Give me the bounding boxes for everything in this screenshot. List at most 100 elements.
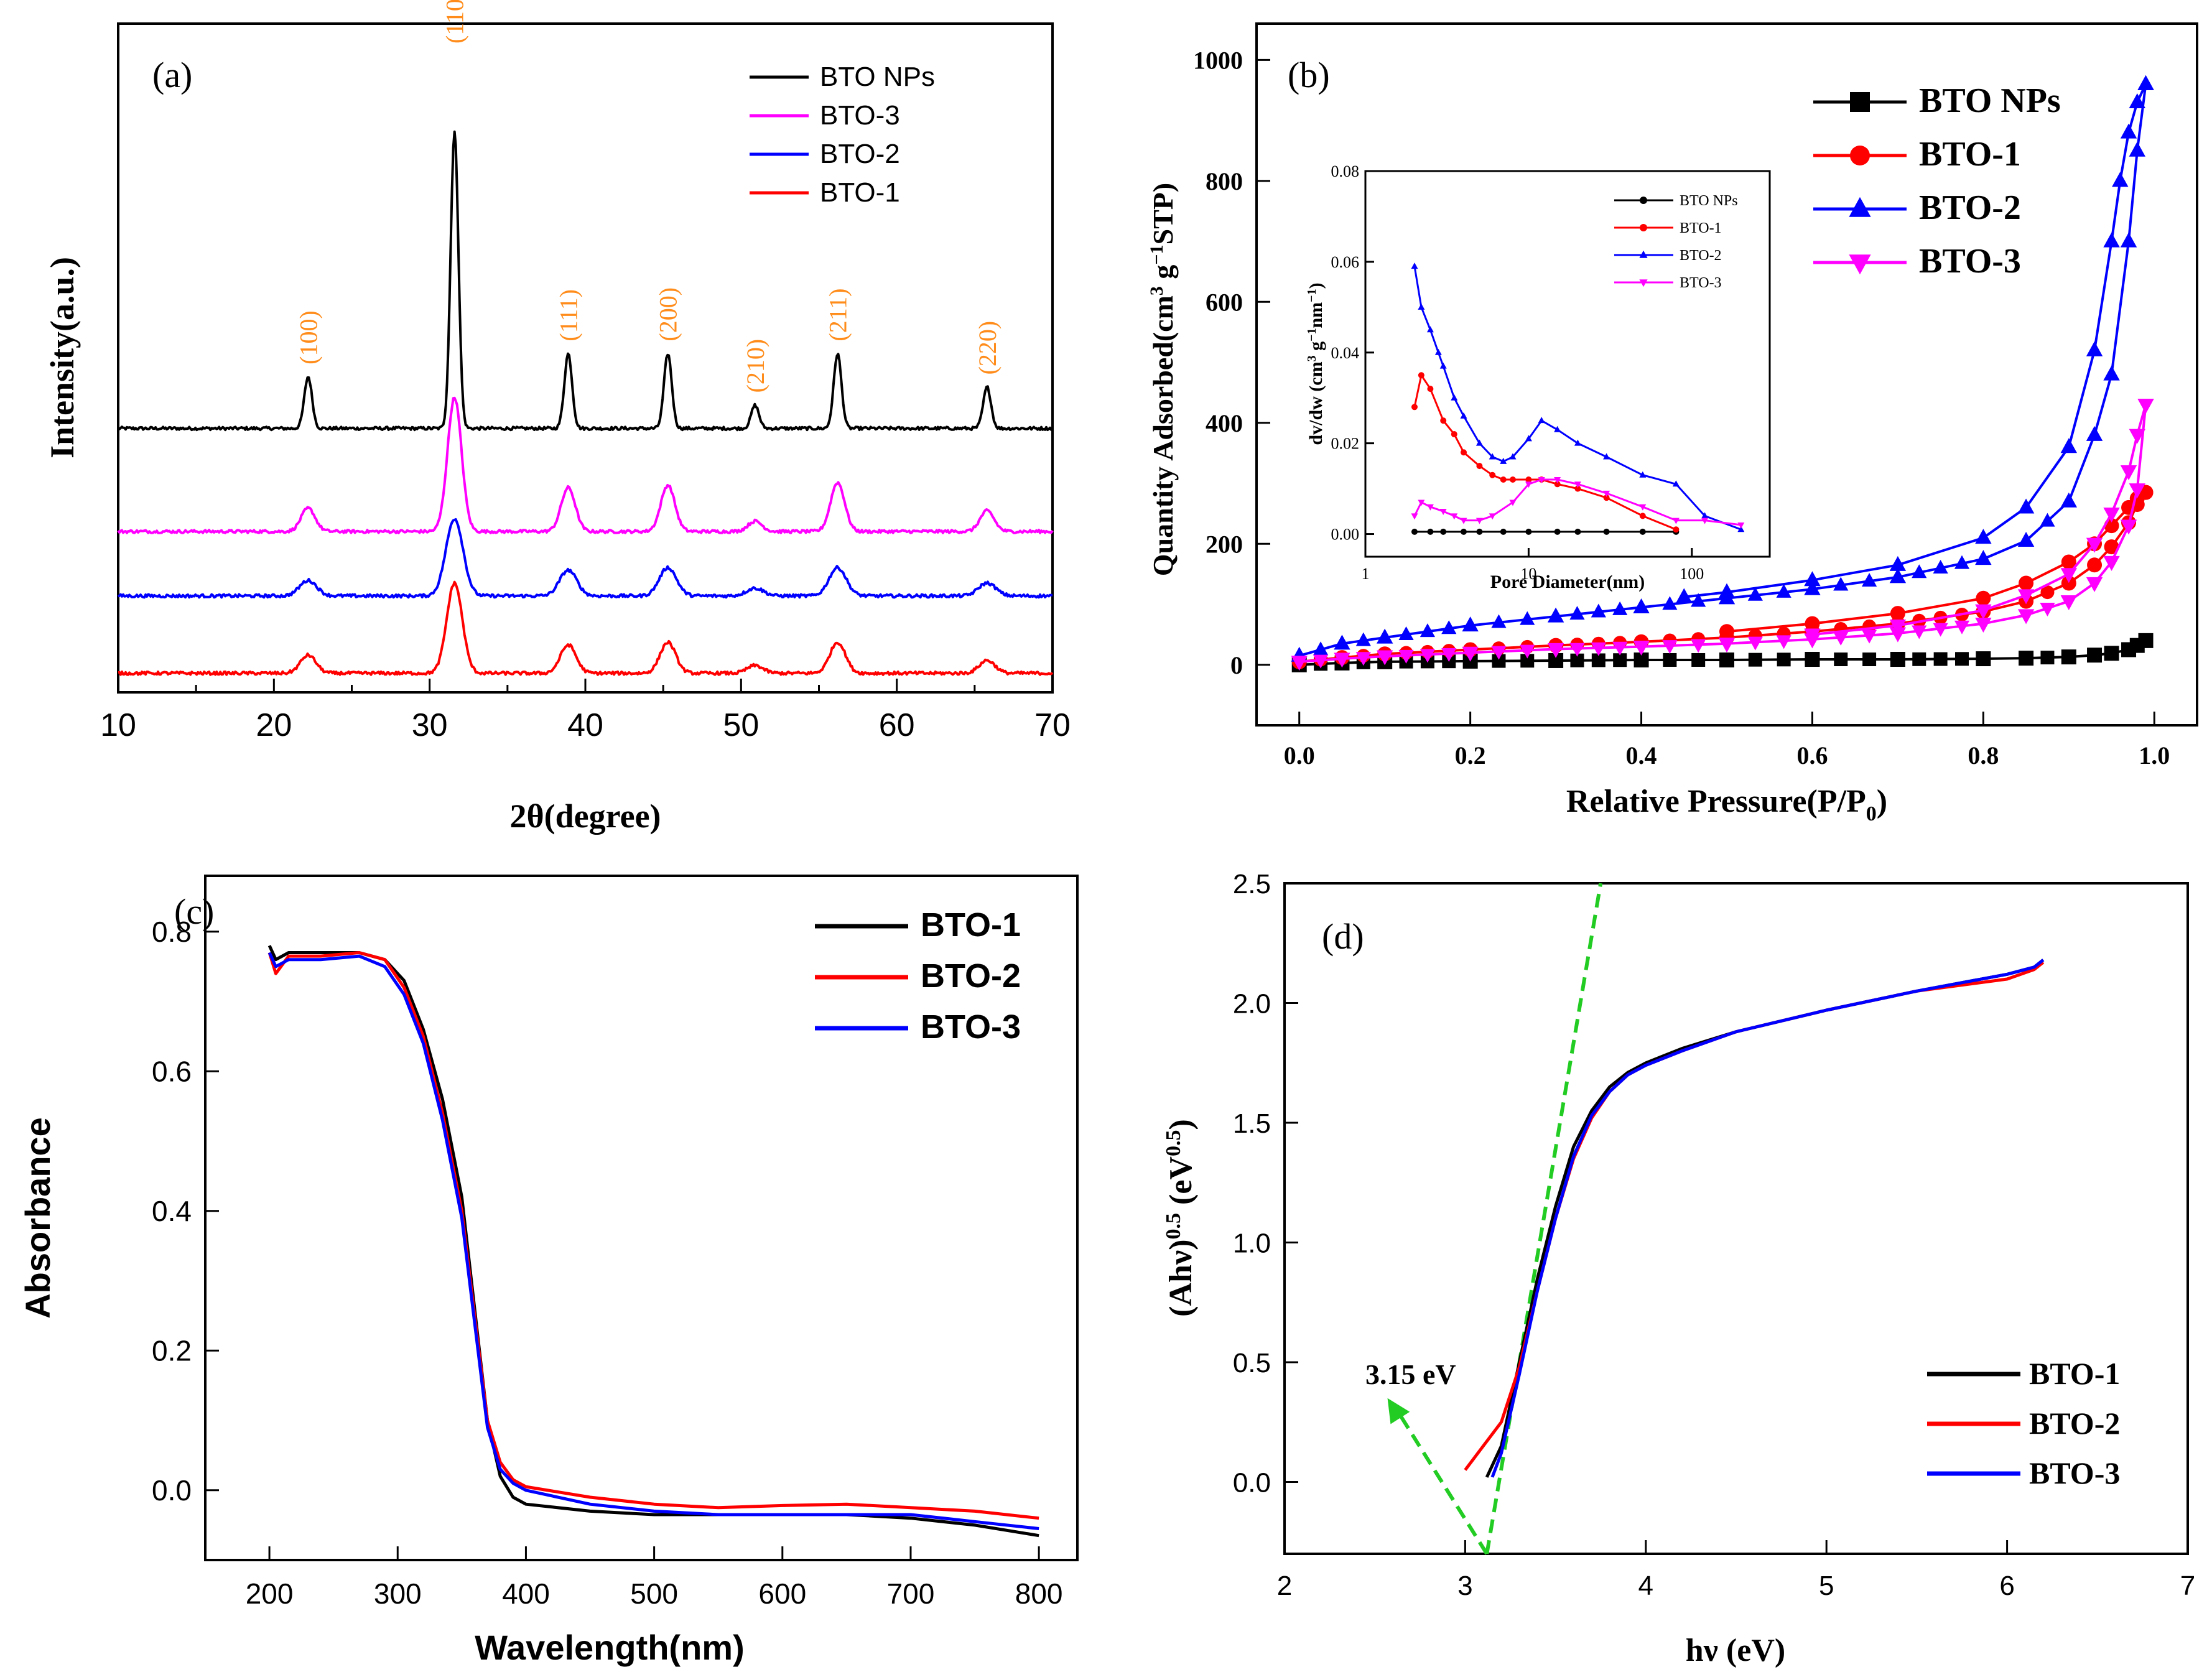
isotherm-point-bto-nps bbox=[1663, 653, 1677, 667]
pore-point-bto-3 bbox=[1672, 518, 1680, 524]
inset-y-label-sup2: −1 bbox=[1305, 328, 1319, 341]
isotherm-point-bto-1 bbox=[1976, 590, 1991, 606]
pore-point-bto-1 bbox=[1554, 481, 1561, 488]
isotherm-point-bto-3 bbox=[1334, 653, 1350, 668]
panel-c: (c) 200 300 400 500 600 700 800 0.00.20.40.60.… bbox=[18, 875, 1079, 1667]
isotherm-point-bto-2 bbox=[1933, 559, 1948, 574]
c-ytick-label-0.0: 0.0 bbox=[152, 1474, 192, 1507]
tauc-curve-bto-1 bbox=[1485, 959, 2045, 1478]
pore-point-bto-3 bbox=[1554, 477, 1561, 483]
peak-label-110: (110) bbox=[441, 0, 469, 44]
pore-point-bto-nps bbox=[1603, 528, 1610, 535]
a-xtick-label-50: 50 bbox=[723, 707, 759, 743]
isotherm-point-bto-2 bbox=[1313, 641, 1329, 656]
pore-point-bto-3 bbox=[1411, 513, 1418, 520]
inset-xtick-label-10: 10 bbox=[1520, 565, 1536, 583]
isotherm-point-bto-2 bbox=[1912, 564, 1927, 578]
panel-b-label: (b) bbox=[1288, 55, 1330, 95]
isotherm-point-bto-2 bbox=[2112, 172, 2129, 187]
b-legend-marker-bto-2 bbox=[1849, 197, 1871, 217]
isotherm-point-bto-3 bbox=[1462, 646, 1479, 662]
pore-point-bto-nps bbox=[1460, 528, 1467, 535]
pore-point-bto-2 bbox=[1411, 262, 1418, 269]
isotherm-point-bto-2 bbox=[2060, 438, 2078, 453]
isotherm-point-bto-2 bbox=[2120, 232, 2137, 248]
peak-label-111: (111) bbox=[554, 289, 582, 341]
d-legend-label-bto-3: BTO-3 bbox=[2029, 1456, 2120, 1490]
isotherm-point-bto-nps bbox=[1748, 653, 1762, 667]
isotherm-point-bto-nps bbox=[2061, 649, 2076, 665]
isotherm-point-bto-2 bbox=[1398, 626, 1414, 640]
isotherm-point-bto-2 bbox=[1420, 623, 1436, 638]
a-xtick-label-40: 40 bbox=[567, 707, 603, 743]
a-xtick-label-70: 70 bbox=[1034, 707, 1071, 743]
inset-ytick-label-0.08: 0.08 bbox=[1331, 162, 1360, 180]
panel-d-y-label-sup1: 0.5 bbox=[1162, 1213, 1185, 1240]
c-ytick-label-0.2: 0.2 bbox=[152, 1334, 192, 1367]
pore-point-bto-nps bbox=[1554, 528, 1561, 535]
isotherm-point-bto-3 bbox=[1933, 623, 1948, 637]
inset-series-group bbox=[1411, 262, 1745, 535]
inset-legend-marker-bto-nps bbox=[1640, 197, 1647, 204]
a-xtick-label-10: 10 bbox=[100, 707, 136, 743]
inset-ytick-label-0.02: 0.02 bbox=[1331, 435, 1360, 453]
isotherm-point-bto-1 bbox=[1805, 616, 1820, 631]
d-xtick-label-4: 4 bbox=[1638, 1571, 1653, 1601]
panel-a-peak-labels: (100) (110) (111) (200) (210) (211) (220) bbox=[294, 0, 1001, 392]
tauc-curve-bto-3 bbox=[1490, 959, 2045, 1478]
inset-ytick-label-0.06: 0.06 bbox=[1331, 253, 1360, 271]
isotherm-point-bto-3 bbox=[1776, 635, 1791, 649]
isotherm-point-bto-2 bbox=[1861, 573, 1877, 587]
isotherm-point-bto-nps bbox=[1613, 653, 1627, 667]
isotherm-point-bto-nps bbox=[1492, 654, 1506, 668]
isotherm-point-bto-nps bbox=[1570, 653, 1584, 667]
isotherm-point-bto-3 bbox=[2137, 399, 2154, 414]
b-xtick-label-0.6: 0.6 bbox=[1796, 741, 1828, 769]
pore-point-bto-nps bbox=[1440, 528, 1447, 535]
pore-point-bto-3 bbox=[1701, 518, 1709, 524]
pore-point-bto-3 bbox=[1603, 490, 1610, 497]
inset-y-label-main: dv/dw (cm bbox=[1306, 361, 1326, 445]
inset-legend: BTO NPs BTO-1 BTO-2 BTO-3 bbox=[1614, 193, 1738, 291]
a-xtick-label-30: 30 bbox=[412, 707, 448, 743]
isotherm-point-bto-2 bbox=[2103, 365, 2120, 381]
isotherm-point-bto-1 bbox=[2104, 539, 2119, 555]
pore-point-bto-1 bbox=[1411, 404, 1418, 411]
panel-a-label: (a) bbox=[152, 55, 192, 95]
panel-d-y-label-sup2: 0.5 bbox=[1162, 1130, 1185, 1157]
panel-b-x-ticks: 0.0 0.2 0.4 0.6 0.8 1.0 bbox=[1284, 712, 2170, 769]
d-xtick-label-7: 7 bbox=[2180, 1571, 2195, 1601]
isotherm-point-bto-nps bbox=[1890, 652, 1905, 667]
pore-point-bto-2 bbox=[1451, 394, 1458, 401]
d-ytick-label-0.0: 0.0 bbox=[1233, 1468, 1271, 1498]
panel-d-y-label-end: ) bbox=[1163, 1119, 1199, 1130]
isotherm-point-bto-2 bbox=[1691, 593, 1706, 607]
panel-b-plot-frame bbox=[1255, 22, 2198, 727]
d-ytick-label-1.0: 1.0 bbox=[1233, 1228, 1271, 1259]
isotherm-point-bto-3 bbox=[1889, 619, 1907, 634]
d-ytick-label-0.5: 0.5 bbox=[1233, 1348, 1271, 1378]
panel-d-series-group bbox=[1387, 883, 2045, 1555]
isotherm-point-bto-3 bbox=[1441, 648, 1457, 662]
isotherm-point-bto-3 bbox=[1975, 604, 1992, 620]
isotherm-point-bto-nps bbox=[1591, 653, 1606, 667]
isotherm-point-bto-2 bbox=[1747, 587, 1763, 601]
isotherm-point-bto-1 bbox=[2019, 575, 2034, 591]
xrd-curve-bto-nps bbox=[117, 130, 1054, 432]
panel-d-x-ticks: 2 3 4 5 6 7 bbox=[1277, 1540, 2195, 1601]
isotherm-point-bto-3 bbox=[2060, 568, 2078, 583]
pore-point-bto-nps bbox=[1476, 528, 1483, 535]
b-xtick-label-0.0: 0.0 bbox=[1284, 741, 1315, 769]
pore-point-bto-1 bbox=[1525, 476, 1532, 483]
a-legend-label-bto-1: BTO-1 bbox=[820, 177, 900, 208]
c-legend-label-bto-3: BTO-3 bbox=[921, 1008, 1021, 1046]
isotherm-point-bto-nps bbox=[1805, 652, 1820, 667]
panel-d-y-axis-label: (Ahν)0.5 (eV0.5) bbox=[1162, 1119, 1199, 1317]
inset-legend-marker-bto-1 bbox=[1640, 224, 1647, 231]
panel-c-x-axis-label: Wavelength(nm) bbox=[475, 1628, 744, 1667]
isotherm-point-bto-nps bbox=[1520, 654, 1535, 668]
panel-d-annotation: 3.15 eV bbox=[1365, 1358, 1456, 1390]
isotherm-point-bto-2 bbox=[1520, 611, 1535, 625]
isotherm-point-bto-2 bbox=[2060, 492, 2078, 508]
isotherm-point-bto-2 bbox=[1718, 583, 1736, 598]
